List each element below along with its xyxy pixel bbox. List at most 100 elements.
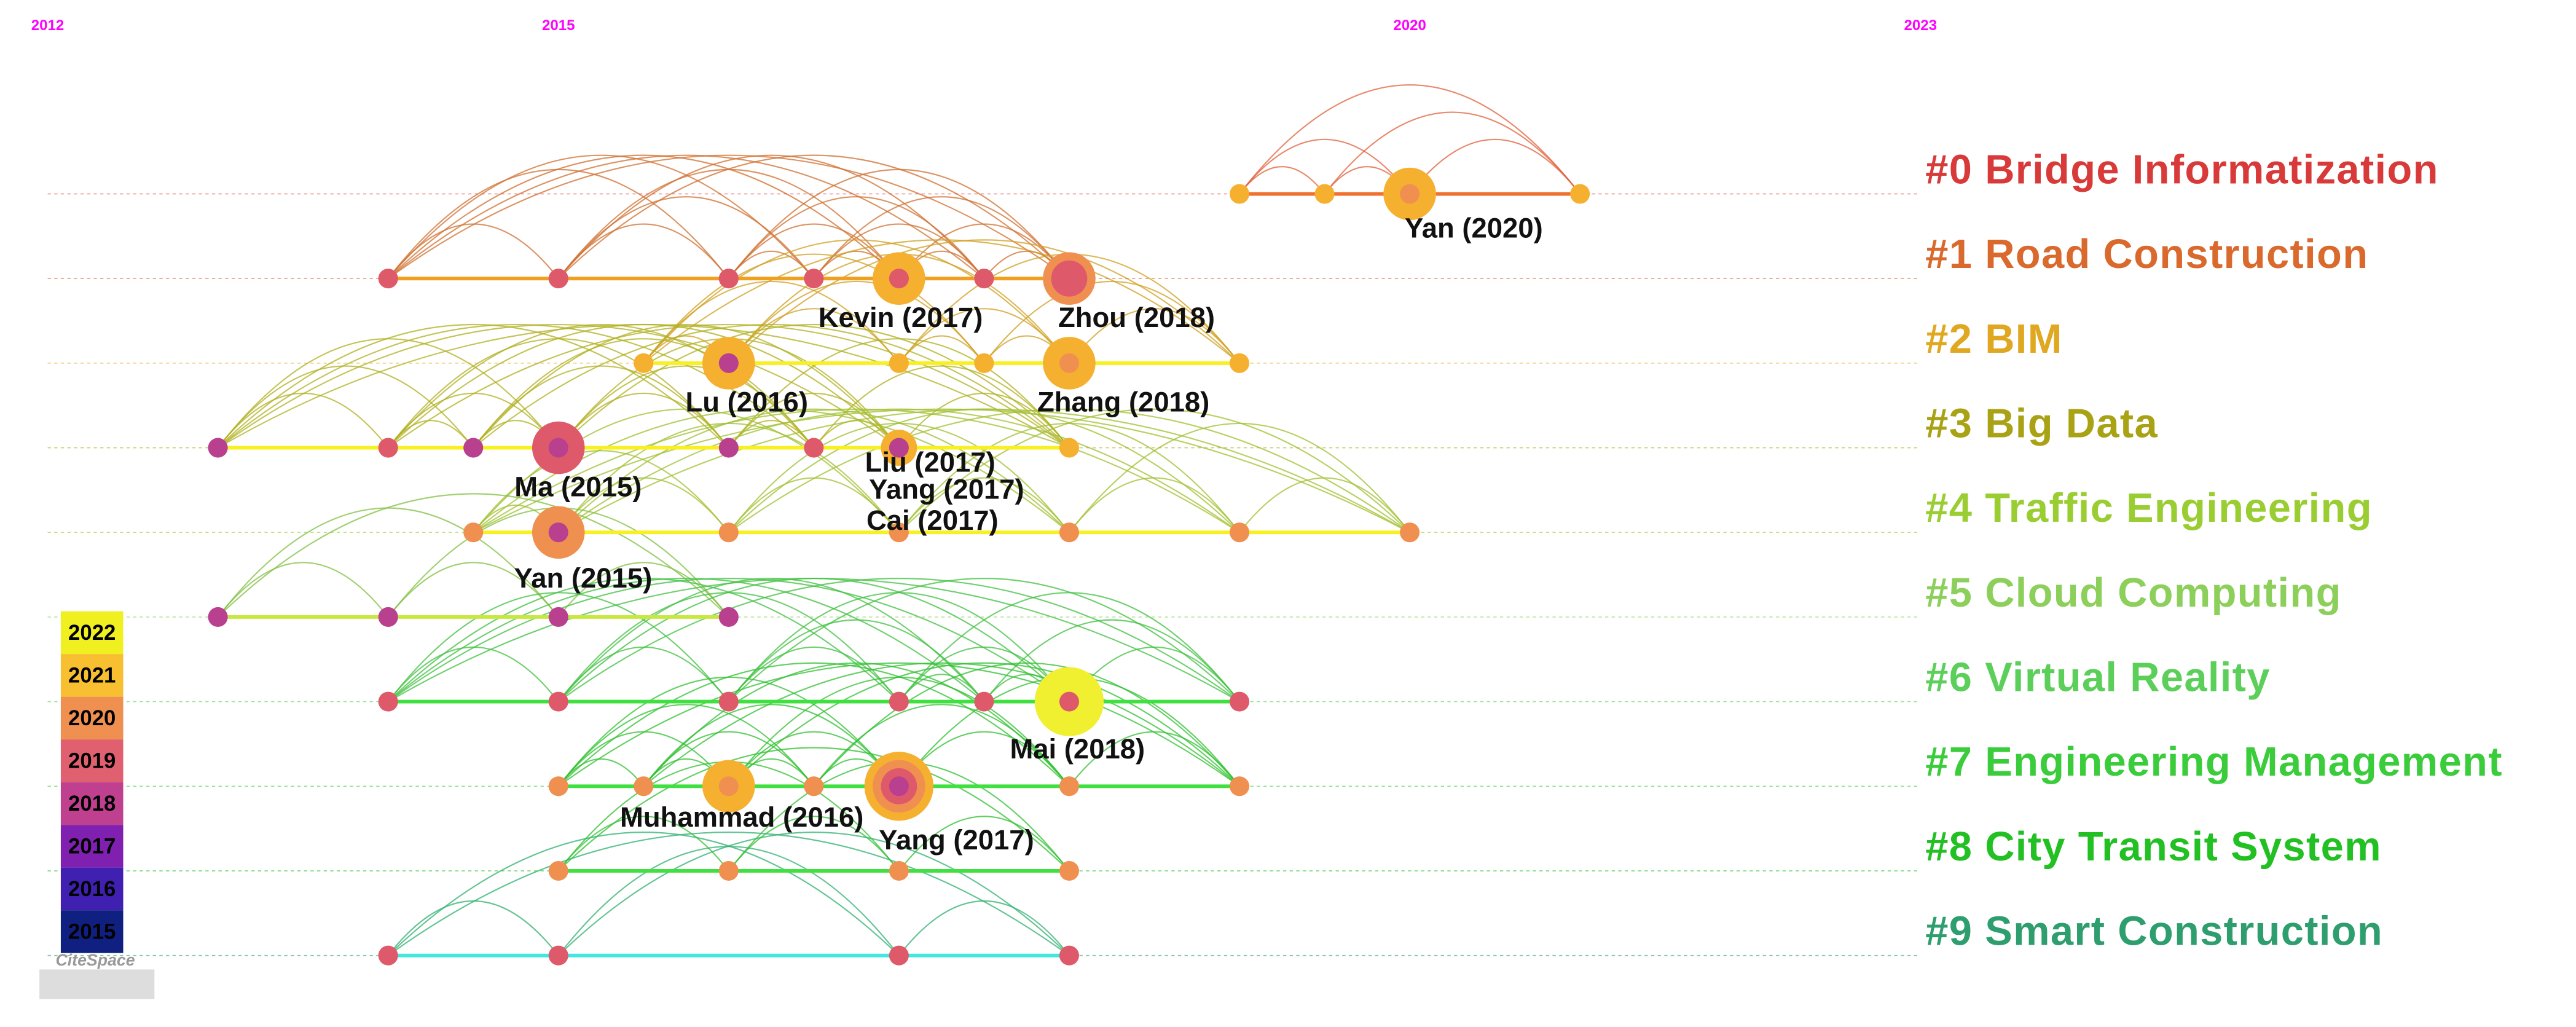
node (718, 607, 739, 627)
link (473, 408, 1240, 533)
link (473, 324, 1070, 449)
node-ring (718, 607, 739, 627)
legend-label: 2019 (68, 750, 116, 773)
node-ring (1059, 353, 1079, 373)
node-ring (378, 438, 398, 458)
node (1059, 522, 1079, 543)
node-ring (974, 269, 994, 289)
link (558, 408, 1240, 533)
link (1324, 111, 1581, 195)
node (1229, 184, 1250, 204)
node (208, 438, 228, 458)
cluster-label: #5 Cloud Computing (1925, 570, 2341, 616)
legend-swatch (60, 782, 124, 825)
node-ring (1400, 522, 1420, 543)
node-ring (548, 860, 568, 881)
node (548, 776, 568, 797)
labels: #0 Bridge Informatization Yan (2020) #1 Ro… (514, 147, 2502, 954)
node-ring (974, 353, 994, 373)
node-ring (378, 269, 398, 289)
link (217, 507, 559, 618)
link (728, 196, 985, 279)
node-ring (378, 691, 398, 712)
node-label: Lu (2016) (685, 387, 807, 418)
node-label: Ma (2015) (514, 471, 642, 502)
node-label: Yang (2017) (869, 473, 1024, 505)
node (889, 860, 909, 881)
node (702, 337, 755, 390)
node (718, 860, 739, 881)
node (1570, 184, 1590, 204)
node (378, 691, 398, 712)
link (387, 562, 559, 618)
node-ring (889, 269, 909, 289)
node-ring (974, 691, 994, 712)
node-ring (718, 353, 739, 373)
legend-swatch (60, 654, 124, 697)
legend-label: 2015 (68, 921, 116, 944)
legend-label: 2018 (68, 792, 116, 816)
link (728, 408, 1410, 533)
node (208, 607, 228, 627)
link (387, 154, 900, 279)
node-ring (548, 438, 568, 458)
node-ring (889, 776, 909, 797)
link (1069, 477, 1240, 533)
node (463, 522, 484, 543)
node-ring (1400, 184, 1420, 204)
node-ring (548, 691, 568, 712)
node-ring (1059, 438, 1079, 458)
link (813, 196, 1070, 279)
link (643, 281, 900, 364)
node-ring (718, 776, 739, 797)
node (378, 438, 398, 458)
link (557, 747, 1070, 872)
link (387, 578, 985, 702)
link (813, 704, 1070, 787)
node (1229, 691, 1250, 712)
node (718, 522, 739, 543)
link (813, 662, 1240, 787)
node-label: Cai (2017) (866, 505, 999, 536)
link (217, 392, 389, 449)
link (728, 392, 900, 449)
links (217, 84, 1581, 956)
link (643, 239, 1070, 364)
node-ring (889, 945, 909, 966)
link (557, 169, 900, 279)
node-ring (548, 776, 568, 797)
link (473, 450, 729, 533)
node-ring (1229, 184, 1250, 204)
link (728, 578, 1240, 702)
link (557, 365, 815, 449)
x-tick-label: 2020 (1393, 17, 1426, 34)
link (557, 816, 729, 872)
link (557, 392, 729, 449)
node (1229, 353, 1250, 373)
node-label: Kevin (2017) (819, 302, 983, 333)
link (898, 477, 1070, 533)
logo-base (39, 969, 155, 999)
node (548, 860, 568, 881)
legend-label: 2017 (68, 835, 116, 859)
link (388, 832, 1070, 956)
link (473, 408, 900, 533)
cluster-label: #7 Engineering Management (1925, 739, 2503, 785)
link (728, 308, 900, 364)
node-ring (889, 353, 909, 373)
x-tick-label: 2015 (542, 17, 575, 34)
link (557, 154, 1070, 279)
node-ring (889, 860, 909, 881)
node (1229, 522, 1250, 543)
node-label: Zhou (2018) (1058, 302, 1215, 333)
node (974, 269, 994, 289)
node-ring (548, 522, 568, 543)
node-ring (1059, 522, 1079, 543)
node (873, 252, 925, 305)
legend-label: 2016 (68, 878, 116, 901)
link (387, 646, 559, 702)
legend-label: 2022 (68, 621, 116, 645)
x-tick-label: 2023 (1904, 17, 1938, 34)
link (728, 619, 985, 702)
link (898, 308, 1070, 364)
